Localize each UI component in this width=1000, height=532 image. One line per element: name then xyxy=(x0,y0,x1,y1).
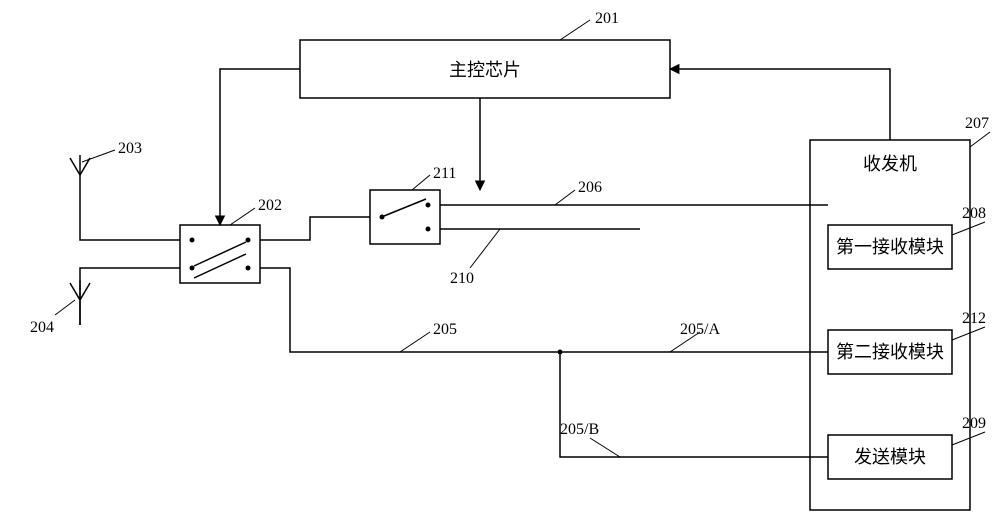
svg-text:211: 211 xyxy=(433,165,456,182)
dpdt-term xyxy=(246,238,251,243)
spdt-out xyxy=(426,227,431,232)
svg-text:203: 203 xyxy=(118,140,142,157)
svg-text:205: 205 xyxy=(433,321,457,338)
ref-203: 203 xyxy=(82,140,142,162)
dpdt-term xyxy=(190,238,195,243)
svg-text:208: 208 xyxy=(962,205,986,222)
ref-205: 205 xyxy=(400,321,457,352)
svg-text:207: 207 xyxy=(965,115,989,132)
ref-210: 210 xyxy=(450,229,500,287)
wire-sw-spdt xyxy=(260,217,370,240)
wire-ant1-sw xyxy=(80,200,180,240)
svg-text:205/B: 205/B xyxy=(560,421,599,438)
dpdt-term xyxy=(190,266,195,271)
spdt-out xyxy=(426,203,431,208)
rx1-label: 第一接收模块 xyxy=(836,237,944,257)
ref-211: 211 xyxy=(412,165,456,190)
rx2-label: 第二接收模块 xyxy=(836,342,944,362)
wire-trx-ctrl xyxy=(670,69,890,140)
transceiver-label: 收发机 xyxy=(863,154,917,174)
svg-text:204: 204 xyxy=(30,319,54,336)
svg-text:209: 209 xyxy=(962,415,986,432)
svg-text:210: 210 xyxy=(450,270,474,287)
svg-text:212: 212 xyxy=(962,310,986,327)
ref-205a: 205/A xyxy=(670,321,720,352)
wire-ant2-sw xyxy=(80,268,180,325)
spdt-pole xyxy=(380,215,385,220)
ref-205b: 205/B xyxy=(560,421,620,457)
ref-201: 201 xyxy=(560,10,619,40)
svg-text:206: 206 xyxy=(578,179,602,196)
wire-205b xyxy=(560,352,828,457)
wire-205 xyxy=(260,268,560,352)
ref-202: 202 xyxy=(230,197,282,225)
dpdt-term xyxy=(246,266,251,271)
antenna-1-icon xyxy=(70,155,90,200)
svg-text:205/A: 205/A xyxy=(680,321,720,338)
ref-206: 206 xyxy=(555,179,602,205)
tx-label: 发送模块 xyxy=(854,447,926,467)
main-control-label: 主控芯片 xyxy=(449,60,521,80)
svg-text:202: 202 xyxy=(258,197,282,214)
junction-dot xyxy=(558,350,563,355)
svg-text:201: 201 xyxy=(595,10,619,27)
ref-204: 204 xyxy=(30,300,75,336)
